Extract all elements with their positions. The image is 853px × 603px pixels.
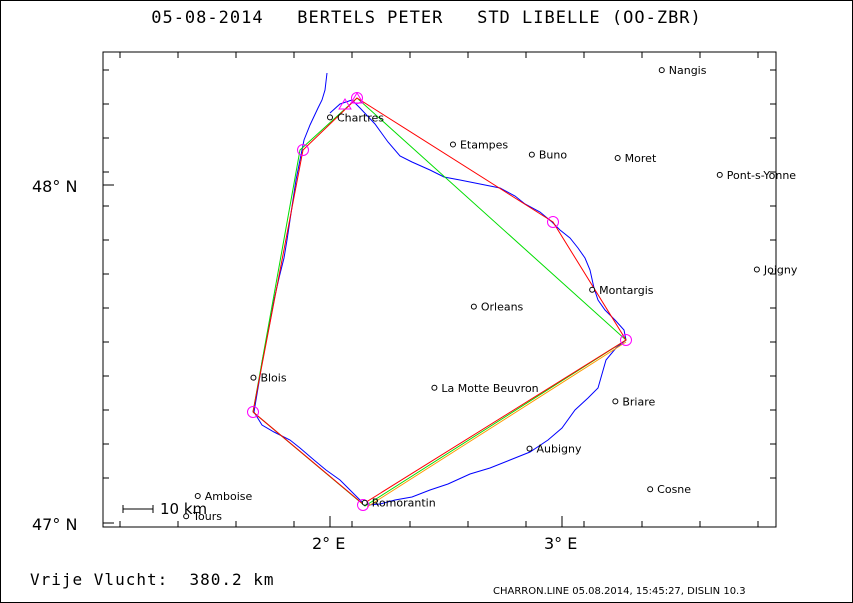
y-tick-label: 47° N (32, 515, 77, 534)
town-label: Etampes (460, 138, 508, 151)
town-label: Buno (539, 149, 567, 162)
town-markers: Nangis Chartres Etampes Buno Moret Pont-s-Yon… (183, 64, 798, 523)
software-credit: CHARRON.LINE 05.08.2014, 15:45:27, DISLI… (493, 586, 746, 597)
town-dot-icon (658, 67, 665, 74)
turnpoint-circle (547, 216, 559, 228)
pilot-name: BERTELS PETER (297, 8, 444, 28)
x-tick-label: 2° E (312, 534, 345, 553)
town-label: Aubigny (537, 443, 582, 456)
town-dot-icon (589, 286, 596, 293)
town-label: Amboise (205, 490, 253, 503)
town-dot-icon (327, 114, 333, 121)
town-dot-icon (194, 492, 201, 499)
town-label: Joigny (763, 264, 798, 277)
town-dot-icon (716, 171, 723, 178)
start-triangle-icon (338, 98, 352, 110)
town-label: Blois (260, 372, 286, 385)
town-label: Pont-s-Yonne (727, 169, 797, 182)
title-bar: 05-08-2014 BERTELS PETER STD LIBELLE (OO… (0, 8, 853, 28)
town-dot-icon (250, 374, 257, 381)
glider-name: STD LIBELLE (OO-ZBR) (477, 8, 702, 28)
flight-trace (253, 72, 627, 506)
map-border (102, 51, 777, 528)
town-dot-icon (449, 141, 456, 148)
town-label: Cosne (657, 483, 691, 496)
town-dot-icon (614, 154, 621, 161)
town-dot-icon (431, 384, 438, 391)
town-label: Romorantin (372, 497, 436, 510)
orange-leg (366, 341, 627, 508)
free-flight-label: Vrije Vlucht: (30, 570, 169, 589)
axis-labels: 48° N 47° N 2° E 3° E (32, 177, 577, 553)
town-label: Orleans (481, 301, 524, 314)
town-label: Briare (622, 395, 655, 408)
town-label: Montargis (599, 284, 654, 297)
axis-ticks (103, 52, 776, 527)
town-label: Moret (625, 152, 657, 165)
town-dot-icon (612, 398, 619, 405)
scale-label: 10 km (160, 500, 207, 518)
town-label: Tours (192, 510, 222, 523)
free-flight-readout: Vrije Vlucht: 380.2 km (30, 570, 275, 589)
town-label: Nangis (669, 64, 707, 77)
town-dot-icon (753, 266, 760, 273)
town-dot-icon (470, 303, 477, 310)
finish-triangle-icon (350, 92, 364, 104)
town-dot-icon (647, 486, 654, 493)
y-tick-label: 48° N (32, 177, 77, 196)
free-flight-value: 380.2 km (189, 570, 275, 589)
town-dot-icon (183, 513, 190, 520)
turnpoint-circle (620, 334, 632, 346)
flight-date: 05-08-2014 (151, 8, 264, 28)
town-dot-icon (528, 151, 535, 158)
turnpoint-circle (247, 406, 259, 418)
town-label: Chartres (337, 111, 384, 124)
town-dot-icon (526, 445, 533, 452)
turnpoint-circle (357, 499, 369, 511)
x-tick-label: 3° E (544, 534, 577, 553)
town-dot-icon (361, 499, 368, 506)
turnpoint-circle (297, 144, 309, 156)
town-label: La Motte Beuvron (441, 382, 538, 395)
